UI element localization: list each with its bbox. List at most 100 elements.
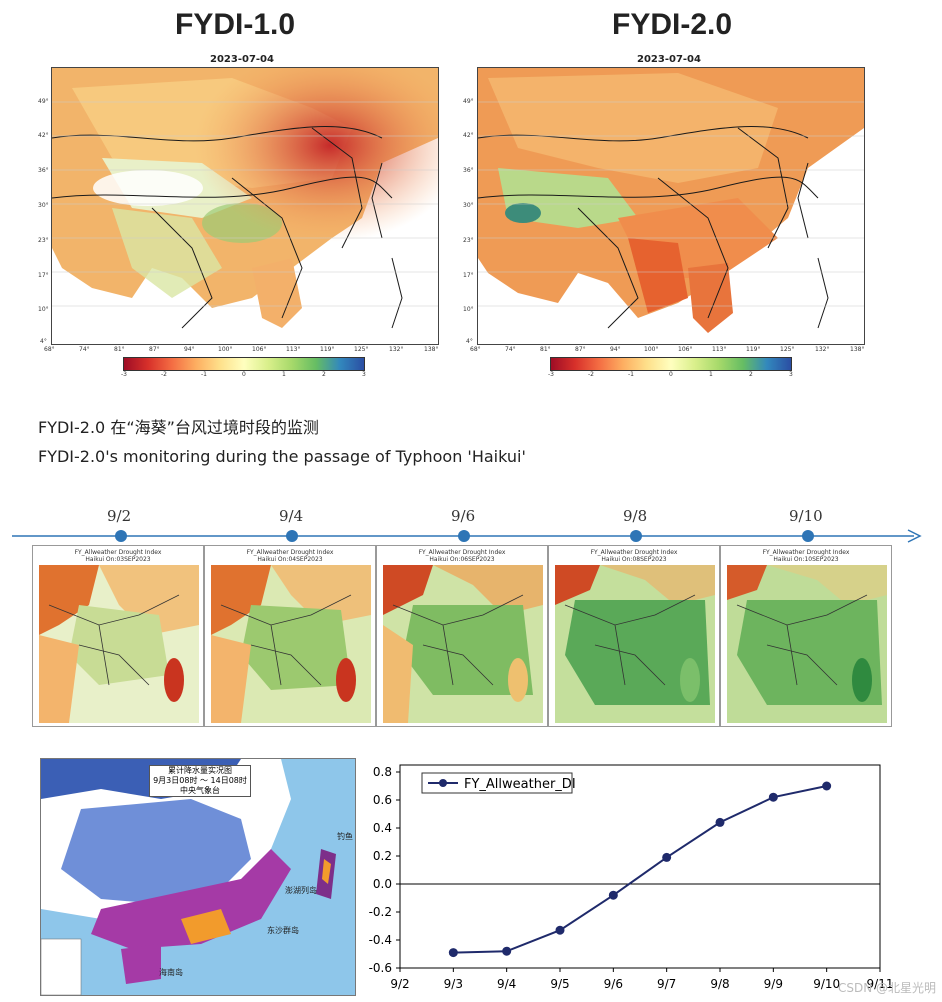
label-dongsha: 东沙群岛	[267, 926, 299, 935]
caption-chinese: FYDI-2.0 在“海葵”台风过境时段的监测	[38, 418, 319, 437]
fydi-1-lon-tick: 125°	[354, 346, 369, 353]
timeline-label: 9/8	[623, 507, 648, 525]
fydi-1-map	[51, 67, 439, 345]
fydi-2-lon-tick: 132°	[815, 346, 830, 353]
small-map-title: FY_Allweather Drought Index	[418, 549, 506, 556]
fydi-2-colorbar-ticks: -3 -2 -1 0 1 2 3	[548, 371, 798, 379]
data-point	[555, 925, 565, 935]
label-hainan: 海南岛	[159, 968, 183, 977]
fydi-1-lat-tick: 10°	[38, 306, 49, 313]
fydi-1-cb-tick: -1	[201, 371, 207, 378]
data-point	[715, 817, 725, 827]
timeline-dot	[458, 530, 470, 542]
x-tick-label: 9/7	[657, 977, 676, 991]
fydi-2-lat-tick: 10°	[463, 306, 474, 313]
small-map-title: FY_Allweather Drought Index	[246, 549, 334, 556]
drought-map-0910: FY_Allweather Drought Index Haikui On:10…	[720, 545, 892, 727]
data-point	[768, 792, 778, 802]
fydi-1-lat-tick: 42°	[38, 132, 49, 139]
timeline-label: 9/2	[107, 507, 132, 525]
fydi-2-lon-tick: 81°	[540, 346, 551, 353]
data-point	[662, 852, 672, 862]
legend-marker	[439, 779, 447, 787]
legend-box	[421, 772, 573, 794]
fydi-1-lon-tick: 106°	[252, 346, 267, 353]
timeline-label: 9/10	[789, 507, 823, 525]
fydi-1-lon-tick: 132°	[389, 346, 404, 353]
x-tick-label: 9/8	[710, 977, 729, 991]
fydi-1-cb-tick: 2	[322, 371, 326, 378]
small-map-subtitle: Haikui On:08SEP2023	[601, 556, 667, 563]
fydi-2-lon-tick: 94°	[610, 346, 621, 353]
rain-map-issuer: 中央气象台	[180, 786, 220, 795]
timeline-dot	[115, 530, 127, 542]
fydi-1-lat-tick: 4°	[40, 338, 47, 345]
small-map-subtitle: Haikui On:03SEP2023	[85, 556, 151, 563]
fydi-1-lon-tick: 119°	[320, 346, 335, 353]
timeline-arrow-icon	[907, 529, 922, 543]
fydi-1-lon-tick: 94°	[184, 346, 195, 353]
small-map-subtitle: Haikui On:10SEP2023	[773, 556, 839, 563]
label-penghu: 澎湖列岛	[285, 886, 317, 895]
fydi-2-title: FYDI-2.0	[612, 8, 733, 41]
fydi-2-lon-tick: 113°	[712, 346, 727, 353]
y-tick-label: 0.0	[373, 877, 392, 891]
fydi-1-cb-tick: -3	[121, 371, 127, 378]
small-map-title: FY_Allweather Drought Index	[74, 549, 162, 556]
fydi-2-lon-tick: 87°	[575, 346, 586, 353]
y-tick-label: -0.6	[369, 961, 392, 975]
x-tick-label: 9/5	[550, 977, 569, 991]
fydi-1-lat-tick: 49°	[38, 98, 49, 105]
watermark: CSDN @北星光明	[837, 981, 936, 995]
fydi-2-cb-tick: -1	[628, 371, 634, 378]
fydi-2-lat-tick: 42°	[463, 132, 474, 139]
x-tick-label: 9/9	[764, 977, 783, 991]
fydi-2-cb-tick: 1	[709, 371, 713, 378]
data-point	[502, 946, 512, 956]
fydi-2-lat-tick: 4°	[466, 338, 473, 345]
fydi-1-cb-tick: 1	[282, 371, 286, 378]
small-map-title: FY_Allweather Drought Index	[590, 549, 678, 556]
fydi-2-colorbar	[550, 357, 792, 371]
series-line	[453, 785, 827, 954]
drought-index-line-chart: -0.6 -0.4 -0.2 0.0 0.2 0.4 0.6 0.8 9/2 9/3 9/4 9/5 9…	[369, 764, 894, 991]
fydi-2-cb-tick: 2	[749, 371, 753, 378]
fydi-2-lon-tick: 68°	[470, 346, 481, 353]
fydi-1-lon-ticks: 68° 74° 81° 87° 94° 100° 106° 113° 119° …	[44, 346, 444, 354]
fydi-2-cb-tick: 3	[789, 371, 793, 378]
fydi-2-lon-tick: 100°	[644, 346, 659, 353]
y-tick-label: 0.6	[373, 793, 392, 807]
fydi-2-lon-tick: 106°	[678, 346, 693, 353]
small-map-subtitle: Haikui On:06SEP2023	[429, 556, 495, 563]
fydi-2-lon-tick: 119°	[746, 346, 761, 353]
rainfall-map: 累计降水量实况图 9月3日08时 ～ 14日08时 中央气象台 钓鱼 澎湖列岛 …	[40, 758, 356, 996]
x-tick-label: 9/3	[444, 977, 463, 991]
timeline-dot	[286, 530, 298, 542]
rain-map-title: 累计降水量实况图	[168, 766, 232, 775]
fydi-1-lon-tick: 81°	[114, 346, 125, 353]
drought-map-0906: FY_Allweather Drought Index Haikui On:06…	[376, 545, 548, 727]
fydi-1-title: FYDI-1.0	[175, 8, 296, 41]
fydi-2-cb-tick: -3	[548, 371, 554, 378]
fydi-2-lon-ticks: 68° 74° 81° 87° 94° 100° 106° 113° 119° …	[470, 346, 870, 354]
fydi-1-lat-tick: 17°	[38, 272, 49, 279]
drought-map-0904: FY_Allweather Drought Index Haikui On:04…	[204, 545, 376, 727]
fydi-2-lat-tick: 36°	[463, 167, 474, 174]
fydi-2-lat-tick: 30°	[463, 202, 474, 209]
fydi-1-lon-tick: 68°	[44, 346, 55, 353]
timeline-dot	[802, 530, 814, 542]
fydi-2-cb-tick: -2	[588, 371, 594, 378]
fydi-1-colorbar-ticks: -3 -2 -1 0 1 2 3	[121, 371, 371, 379]
y-tick-label: 0.8	[373, 765, 392, 779]
x-tick-label: 9/11	[867, 977, 894, 991]
timeline-dot	[630, 530, 642, 542]
fydi-2-lon-tick: 74°	[505, 346, 516, 353]
caption-english: FYDI-2.0's monitoring during the passage…	[38, 447, 526, 466]
fydi-1-cb-tick: 0	[242, 371, 246, 378]
fydi-2-lat-tick: 23°	[463, 237, 474, 244]
fydi-1-lon-tick: 87°	[149, 346, 160, 353]
fydi-1-lat-tick: 36°	[38, 167, 49, 174]
fydi-1-cb-tick: -2	[161, 371, 167, 378]
x-tick-label: 9/10	[813, 977, 840, 991]
fydi-1-lon-tick: 100°	[218, 346, 233, 353]
